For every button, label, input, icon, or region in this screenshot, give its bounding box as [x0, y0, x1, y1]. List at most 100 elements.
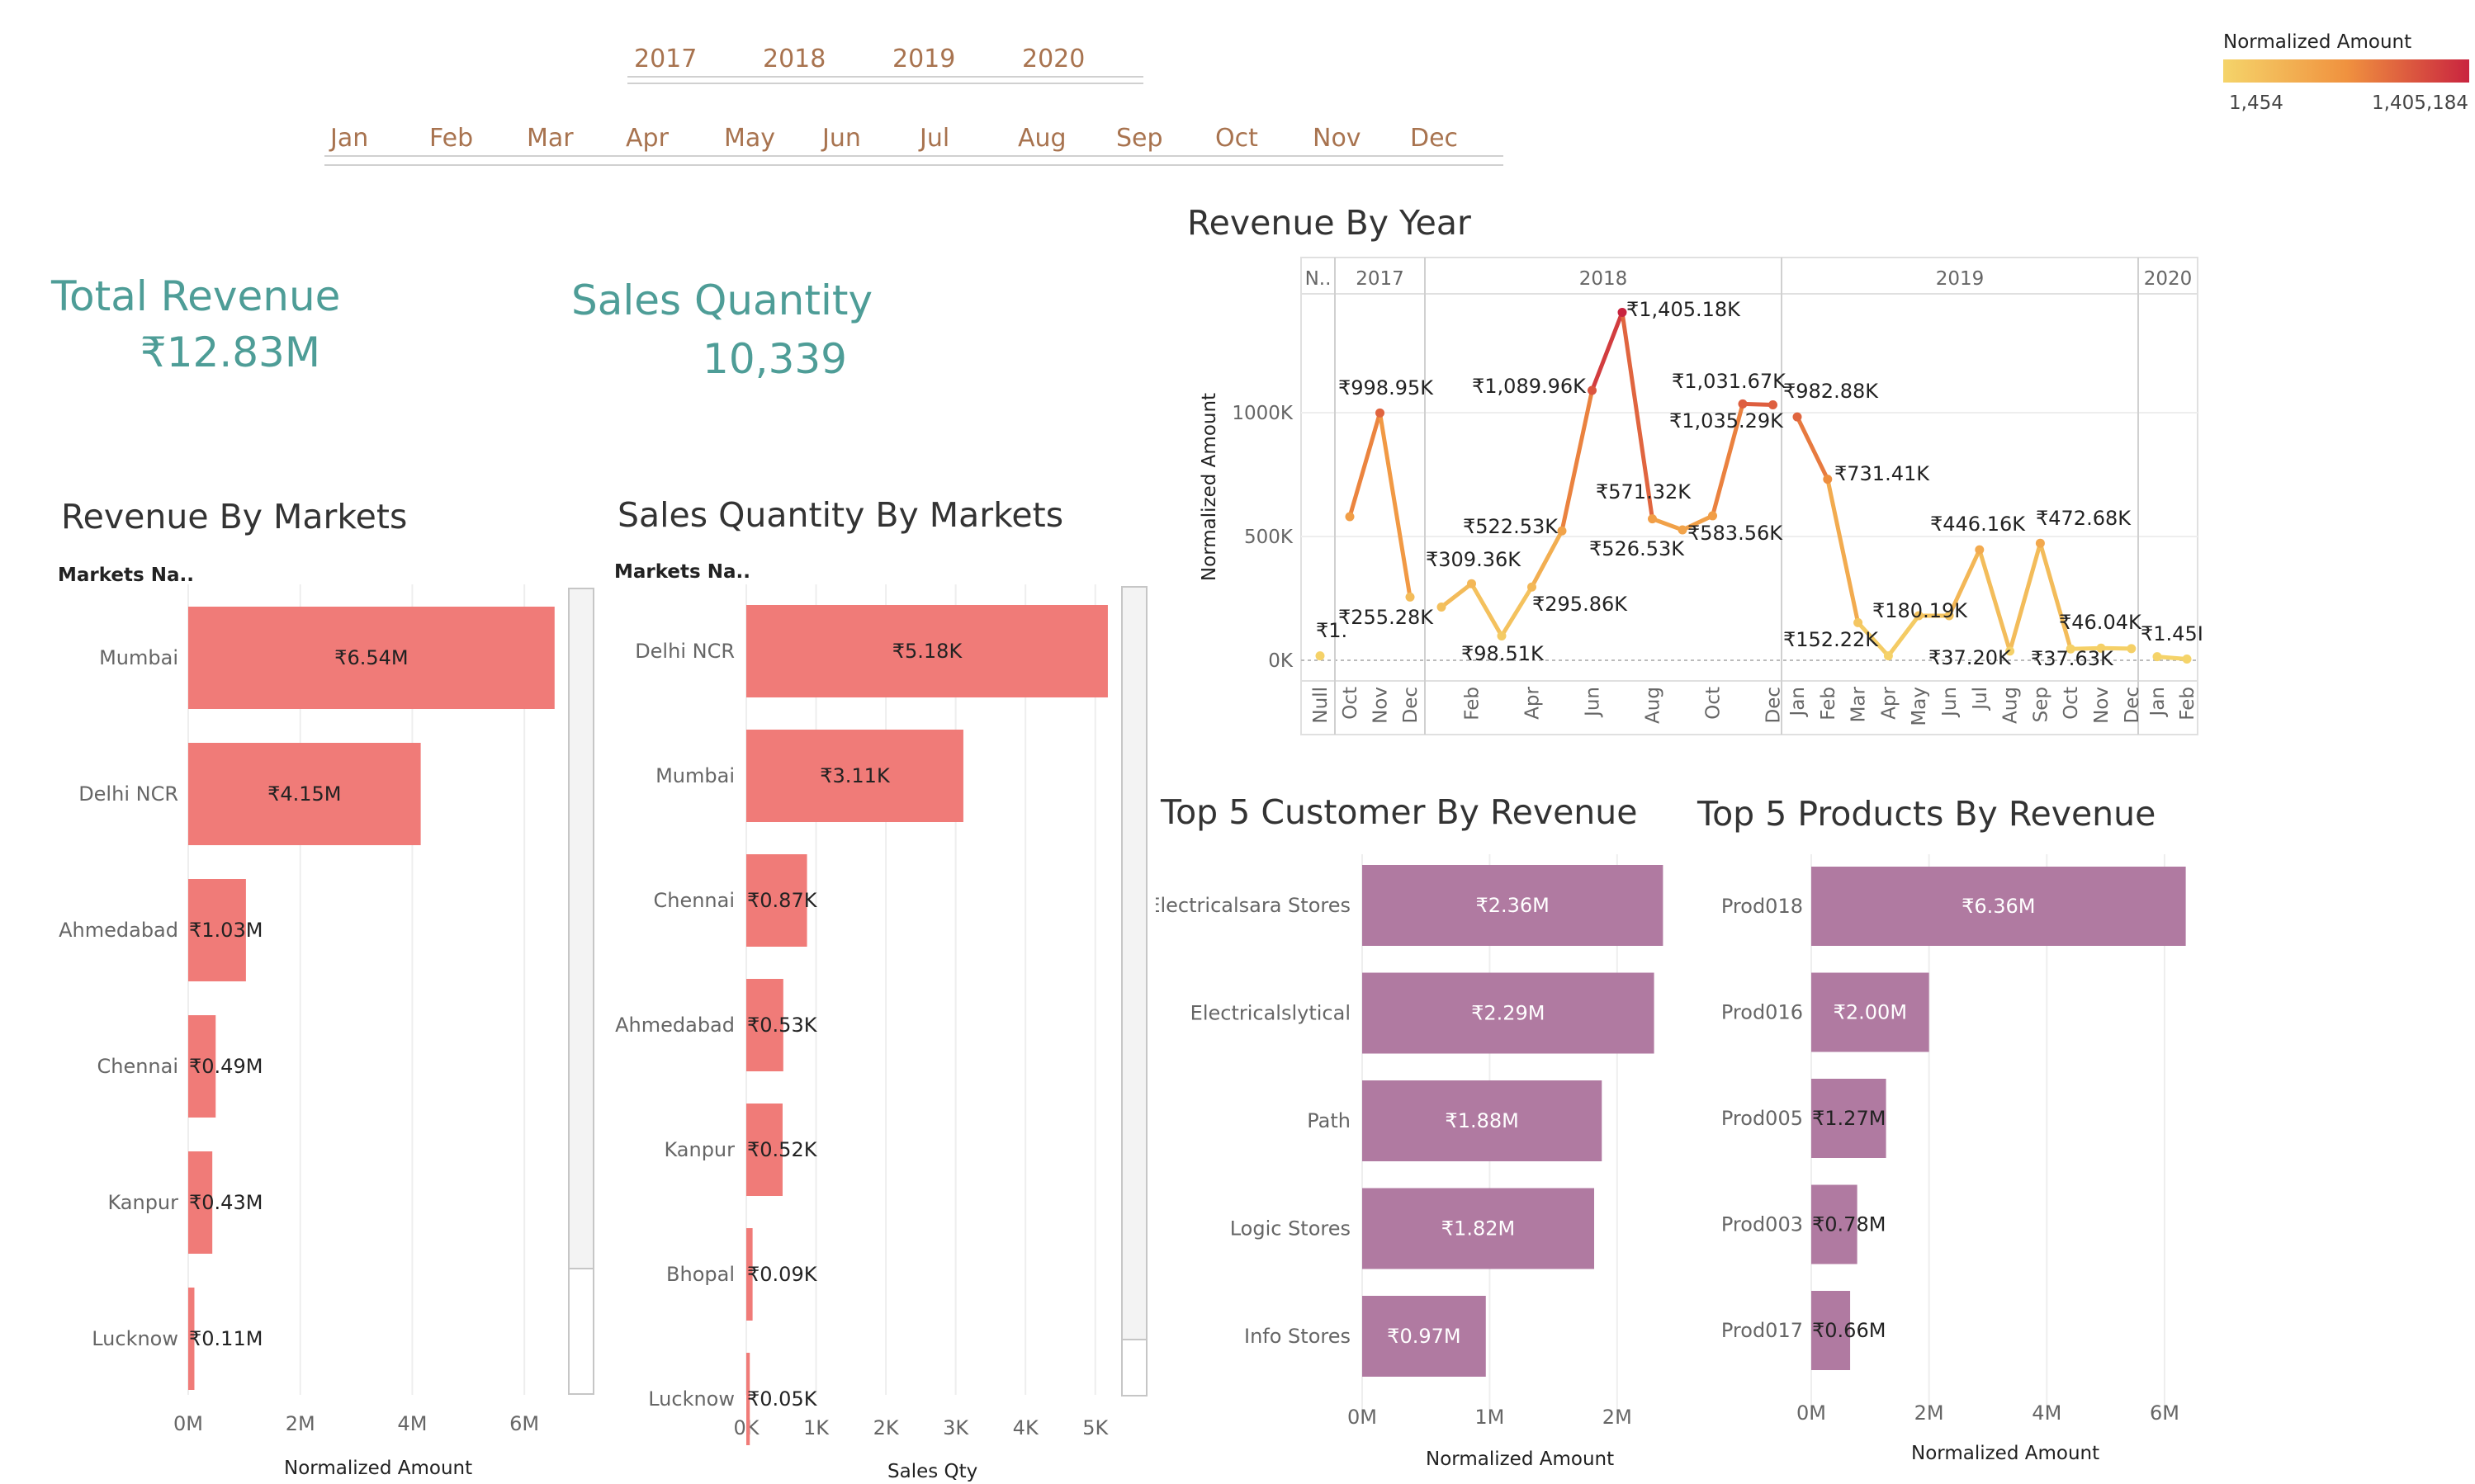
category-label: Prod016: [1721, 1001, 1803, 1024]
x-tick-label: Feb: [2177, 687, 2198, 721]
bar: [1362, 865, 1663, 946]
month-filter-item[interactable]: Nov: [1313, 124, 1361, 153]
x-tick-label: 2M: [1914, 1401, 1944, 1425]
data-point: [1405, 592, 1415, 602]
x-tick-label: 6M: [2150, 1401, 2179, 1425]
year-filter-item[interactable]: 2019: [892, 45, 956, 73]
data-label: ₹446.16K: [1930, 513, 2026, 536]
pane-header-label: 2020: [2144, 268, 2193, 290]
bar: [188, 743, 421, 845]
category-label: Bhopal: [666, 1263, 735, 1286]
x-tick-label: Sep: [2030, 687, 2051, 722]
category-label: Info Stores: [1244, 1325, 1351, 1348]
year-filter-item[interactable]: 2020: [1022, 45, 1086, 73]
x-tick-label: Oct: [1703, 687, 1725, 720]
data-point: [1375, 408, 1384, 418]
x-tick-label: 4K: [1013, 1416, 1039, 1439]
x-tick-label: Jun: [1939, 687, 1961, 718]
series-line-segment: [2008, 541, 2042, 654]
series-line-segment: [1856, 620, 1891, 659]
bar-value-label: ₹1.27M: [1812, 1107, 1886, 1130]
series-line-segment: [2037, 541, 2073, 651]
pane-header-label: 2017: [1356, 268, 1404, 290]
bar-value-label: ₹0.66M: [1812, 1319, 1886, 1342]
data-point: [1467, 579, 1476, 588]
data-label: ₹526.53K: [1589, 537, 1685, 560]
month-filter-item[interactable]: Jan: [330, 124, 369, 153]
data-label: ₹1,089.96K: [1472, 375, 1587, 398]
series-line-segment: [1680, 513, 1715, 532]
revenue-by-year-ylabel: Normalized Amount: [1199, 392, 1220, 582]
x-tick-label: 2K: [873, 1416, 900, 1439]
month-filter-item[interactable]: Mar: [527, 124, 574, 153]
month-filter-item[interactable]: Jun: [822, 124, 861, 153]
series-line-segment: [1378, 410, 1413, 599]
revenue-by-markets-row-header: Markets Na..: [58, 565, 194, 586]
x-tick-label: Jul: [1970, 687, 1991, 711]
month-filter-item[interactable]: Feb: [429, 124, 474, 153]
data-label: ₹571.32K: [1596, 480, 1692, 503]
data-label: ₹982.88K: [1783, 380, 1879, 403]
series-line-segment: [2068, 645, 2104, 651]
pane-header-label: 2019: [1936, 268, 1985, 290]
series-line-segment: [1499, 584, 1534, 638]
bar-value-label: ₹0.09K: [747, 1263, 818, 1286]
scrollbar-thumb[interactable]: [1123, 1339, 1146, 1395]
bar-value-label: ₹4.15M: [267, 782, 341, 806]
data-point: [1823, 475, 1833, 484]
x-tick-label: 1K: [803, 1416, 830, 1439]
data-point: [1792, 412, 1802, 422]
data-point: [1678, 525, 1687, 535]
month-filter-item[interactable]: Apr: [626, 124, 669, 153]
scrollbar-thumb[interactable]: [570, 1268, 593, 1393]
sales-qty-by-markets-chart: 0K1K2K3K4K5KDelhi NCR₹5.18KMumbai₹3.11KC…: [615, 584, 1109, 1445]
series-line-segment: [1559, 388, 1594, 533]
series-line-segment: [1886, 613, 1921, 659]
data-point: [2035, 538, 2045, 548]
bar-value-label: ₹5.18K: [892, 640, 963, 663]
data-label: ₹180.19K: [1872, 599, 1968, 622]
data-point: [1944, 611, 1954, 621]
data-label: ₹255.28K: [1338, 606, 1434, 629]
data-point: [1648, 514, 1657, 524]
sales-qty-by-markets-title: Sales Quantity By Markets: [618, 495, 1064, 535]
month-filter-item[interactable]: Jul: [920, 124, 950, 153]
sales-qty-by-markets-row-header: Markets Na..: [614, 561, 750, 583]
bar: [746, 730, 963, 822]
series-line-segment: [1469, 581, 1504, 638]
bar: [188, 879, 246, 981]
revenue-by-markets-xlabel: Normalized Amount: [284, 1458, 473, 1479]
sales-qty-value: 10,339: [703, 335, 847, 383]
series-line-segment: [1650, 517, 1685, 532]
category-label: Ahmedabad: [59, 919, 178, 942]
data-label: ₹1,035.29K: [1669, 409, 1784, 432]
category-label: Prod018: [1721, 895, 1803, 918]
plot-frame: [1300, 257, 2198, 735]
month-filter-item[interactable]: Dec: [1410, 124, 1459, 153]
month-filter-item[interactable]: May: [724, 124, 776, 153]
data-point: [2182, 655, 2192, 664]
month-filter-item[interactable]: Sep: [1116, 124, 1163, 153]
bar-value-label: ₹0.49M: [189, 1055, 263, 1078]
x-tick-label: Mar: [1848, 686, 1870, 722]
bar-value-label: ₹0.43M: [189, 1191, 263, 1214]
sales-qty-by-markets-scrollbar[interactable]: [1121, 586, 1148, 1397]
bar: [188, 1288, 195, 1390]
sales-qty-label: Sales Quantity: [571, 276, 873, 324]
month-filter-divider: [324, 164, 1503, 166]
bar: [746, 1228, 753, 1321]
x-tick-label: 2M: [286, 1412, 315, 1435]
revenue-by-markets-chart: 0M 2M 4M 6M Mumbai ₹6.54M Delhi NCR ₹4.15M Ahmed…: [59, 584, 555, 1435]
bar-value-label: ₹1.88M: [1445, 1109, 1518, 1132]
category-label: Kanpur: [664, 1138, 735, 1161]
category-label: Prod005: [1721, 1107, 1803, 1130]
revenue-by-markets-scrollbar[interactable]: [568, 588, 594, 1395]
bar-value-label: ₹2.36M: [1475, 894, 1549, 917]
data-point: [1527, 582, 1536, 592]
month-filter-item[interactable]: Aug: [1018, 124, 1067, 153]
year-filter-item[interactable]: 2017: [634, 45, 698, 73]
legend-max-label: 1,405,184: [2372, 92, 2469, 114]
month-filter-item[interactable]: Oct: [1215, 124, 1258, 153]
year-filter-item[interactable]: 2018: [763, 45, 826, 73]
series-line-segment: [1347, 410, 1382, 519]
